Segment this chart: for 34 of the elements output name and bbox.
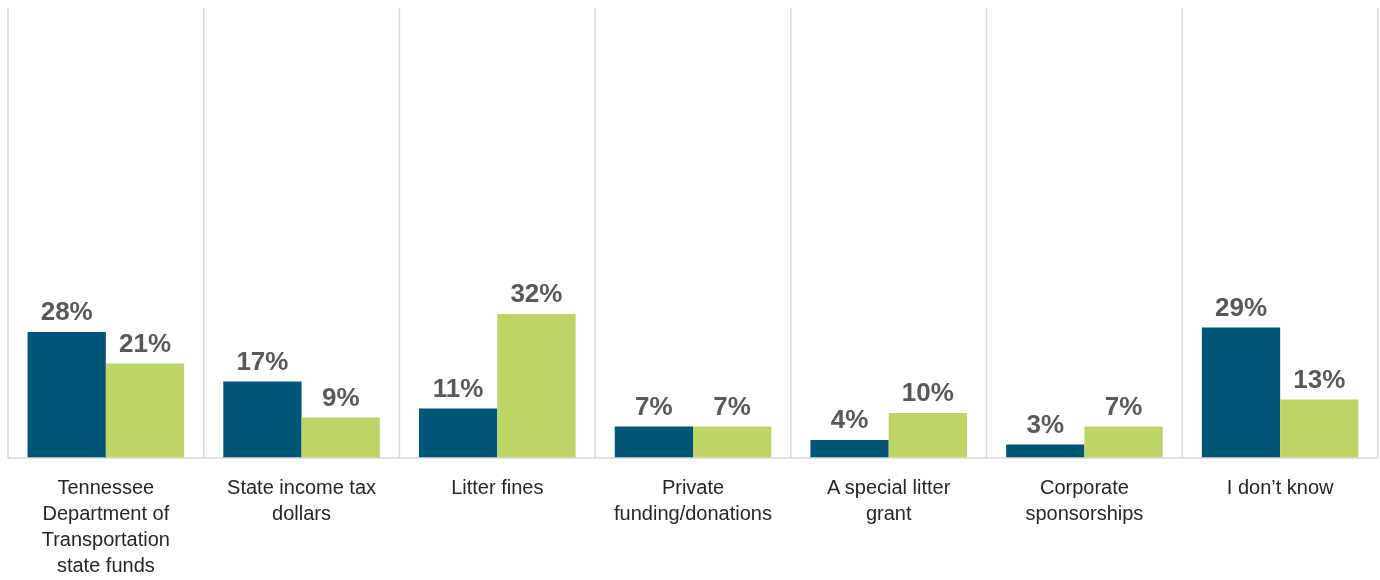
bar xyxy=(693,426,772,458)
data-label: 9% xyxy=(321,381,360,412)
data-label: 29% xyxy=(1214,291,1268,322)
data-label: 10% xyxy=(901,377,954,407)
bar xyxy=(614,426,693,458)
x-tick-label: Litter fines xyxy=(451,476,544,498)
bar xyxy=(810,440,889,458)
bar xyxy=(1201,327,1281,458)
data-label: 7% xyxy=(713,390,751,421)
bar xyxy=(888,413,967,458)
bar xyxy=(27,332,106,458)
bar xyxy=(105,363,185,458)
data-label: 21% xyxy=(118,327,172,358)
bar xyxy=(301,417,380,458)
bar xyxy=(223,381,302,458)
data-label: 11% xyxy=(432,372,484,403)
data-label: 13% xyxy=(1293,363,1346,394)
data-label: 7% xyxy=(1104,390,1143,421)
data-label: 32% xyxy=(510,278,563,308)
bar xyxy=(497,314,576,458)
data-label: 17% xyxy=(236,345,289,376)
bar xyxy=(419,408,498,458)
x-tick-label: A special litter grant xyxy=(827,476,951,524)
data-label: 7% xyxy=(635,390,673,421)
x-tick-label: Corporate sponsorships xyxy=(1025,476,1144,524)
x-tick-label: Tennessee Department of Transportation state funds xyxy=(41,476,170,576)
data-label: 4% xyxy=(830,404,869,434)
x-tick-label: Private funding/donations xyxy=(614,476,772,524)
x-tick-label: I don’t know xyxy=(1226,476,1335,498)
data-label: 28% xyxy=(40,296,93,326)
x-tick-label: State income tax dollars xyxy=(227,476,377,524)
data-label: 3% xyxy=(1026,408,1065,439)
bar xyxy=(1084,426,1163,458)
bar xyxy=(1280,399,1359,458)
